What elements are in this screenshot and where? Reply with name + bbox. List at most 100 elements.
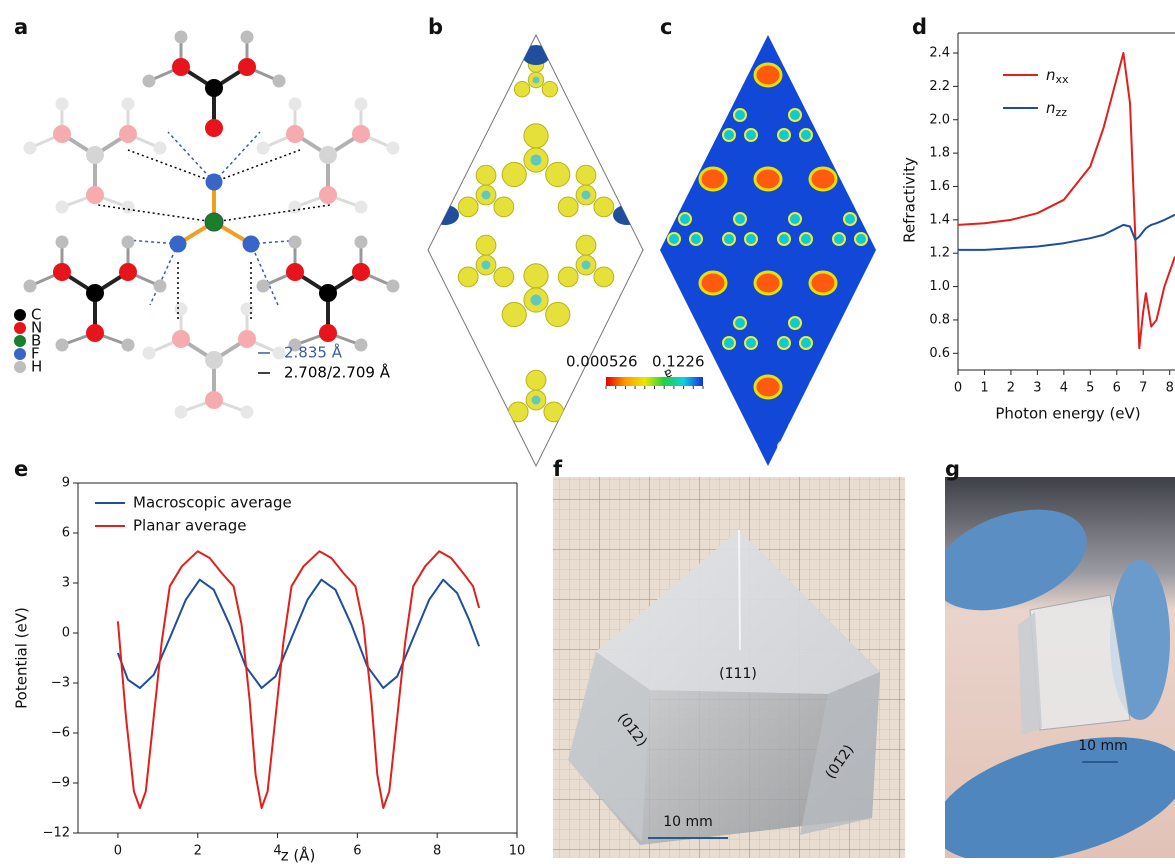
iso-lobe (544, 402, 564, 422)
atom-n (238, 330, 256, 348)
y-tick-label: −3 (51, 676, 70, 691)
iso-blob (613, 205, 641, 225)
elf-ring (855, 441, 867, 453)
atom-n (352, 263, 370, 281)
iso-core (582, 191, 591, 200)
figure: CNBFH2.835 Å2.708/2.709 Å a0.0005260.122… (0, 0, 1175, 864)
elf-blob (810, 168, 836, 190)
atom-c (86, 284, 104, 302)
y-tick-label: 1.2 (929, 246, 950, 261)
contact-line (214, 205, 330, 222)
iso-lobe (526, 370, 546, 390)
molecule (257, 98, 400, 214)
atom-n (286, 263, 304, 281)
elf-ring (943, 129, 955, 141)
atom-h (154, 142, 167, 155)
elf-ring (855, 337, 867, 349)
atom-n (205, 391, 223, 409)
x-tick-label: 8 (433, 844, 441, 859)
atom-h (273, 75, 286, 88)
x-tick-label: 5 (1086, 381, 1094, 396)
iso-lobe (576, 165, 596, 185)
y-axis-label: Refractivity (901, 157, 919, 243)
legend-swatch (14, 309, 26, 321)
elf-ring (778, 337, 790, 349)
iso-lobe (558, 197, 578, 217)
elf-ring (844, 109, 856, 121)
panel-label: b (428, 15, 443, 39)
iso-lobe (458, 197, 478, 217)
atom-n (53, 125, 71, 143)
y-tick-label: 9 (62, 476, 70, 491)
elf-blob (590, 64, 616, 86)
iso-lobe (502, 162, 526, 186)
y-axis-label: Potential (eV) (13, 607, 31, 709)
y-tick-label: 3 (62, 576, 70, 591)
scale-label: 10 mm (1078, 738, 1128, 754)
atom-c (86, 146, 104, 164)
elf-ring (789, 421, 801, 433)
iso-lobe (542, 82, 557, 97)
contact-line (214, 132, 260, 182)
y-tick-label: −9 (51, 776, 70, 791)
atom-h (56, 339, 69, 352)
elf-ring (778, 441, 790, 453)
elf-ring (844, 317, 856, 329)
elf-ring (943, 233, 955, 245)
x-tick-label: 0 (954, 381, 962, 396)
elf-ring (899, 421, 911, 433)
atom-h (257, 142, 270, 155)
elf-blob (755, 168, 781, 190)
panel-label: c (660, 15, 672, 39)
atom-h (122, 201, 135, 214)
elf-ring (954, 213, 966, 225)
atom-c (205, 351, 223, 369)
iso-lobe (476, 235, 496, 255)
y-tick-label: 1.8 (929, 146, 950, 161)
x-tick-label: 10 (509, 844, 526, 859)
elf-ring (679, 317, 691, 329)
contact-line (128, 150, 214, 182)
atom-c (319, 284, 337, 302)
elf-ring (723, 129, 735, 141)
iso-blob (431, 205, 459, 225)
panel-f: (1̄11)(01̄2)(01̄2)10 mm (553, 477, 905, 858)
elf-ring (943, 441, 955, 453)
elf-ring (690, 233, 702, 245)
elf-ring (690, 129, 702, 141)
series-line (118, 580, 479, 688)
panel-label: f (553, 457, 563, 481)
legend-label: Macroscopic average (133, 494, 292, 512)
atom-h (56, 98, 69, 111)
y-tick-label: 2.2 (929, 79, 950, 94)
elf-blob (755, 64, 781, 86)
atom-h (175, 303, 188, 316)
elf-ring (624, 109, 636, 121)
atom-f (170, 236, 187, 253)
elf-ring (734, 109, 746, 121)
elf-ring (778, 129, 790, 141)
iso-lobe (576, 235, 596, 255)
elf-map (660, 35, 876, 466)
elf-ring (910, 337, 922, 349)
x-tick-label: 1 (980, 381, 988, 396)
elf-ring (668, 441, 680, 453)
elf-ring (800, 337, 812, 349)
molecule (24, 98, 167, 214)
atom-h (24, 142, 37, 155)
x-axis-label: z (Å) (281, 846, 316, 864)
atom-h (241, 406, 254, 419)
elf-ring (635, 337, 647, 349)
elf-ring (965, 233, 977, 245)
y-tick-label: 1.4 (929, 212, 950, 227)
elf-ring (745, 129, 757, 141)
atom-h (56, 201, 69, 214)
series-line (118, 551, 479, 808)
elf-ring (789, 317, 801, 329)
legend-swatch (14, 361, 26, 373)
y-tick-label: 1.0 (929, 279, 950, 294)
elf-ring (613, 129, 625, 141)
elf-ring (833, 337, 845, 349)
elf-ring (613, 441, 625, 453)
colorbar-max: 0.1226 (652, 353, 705, 371)
